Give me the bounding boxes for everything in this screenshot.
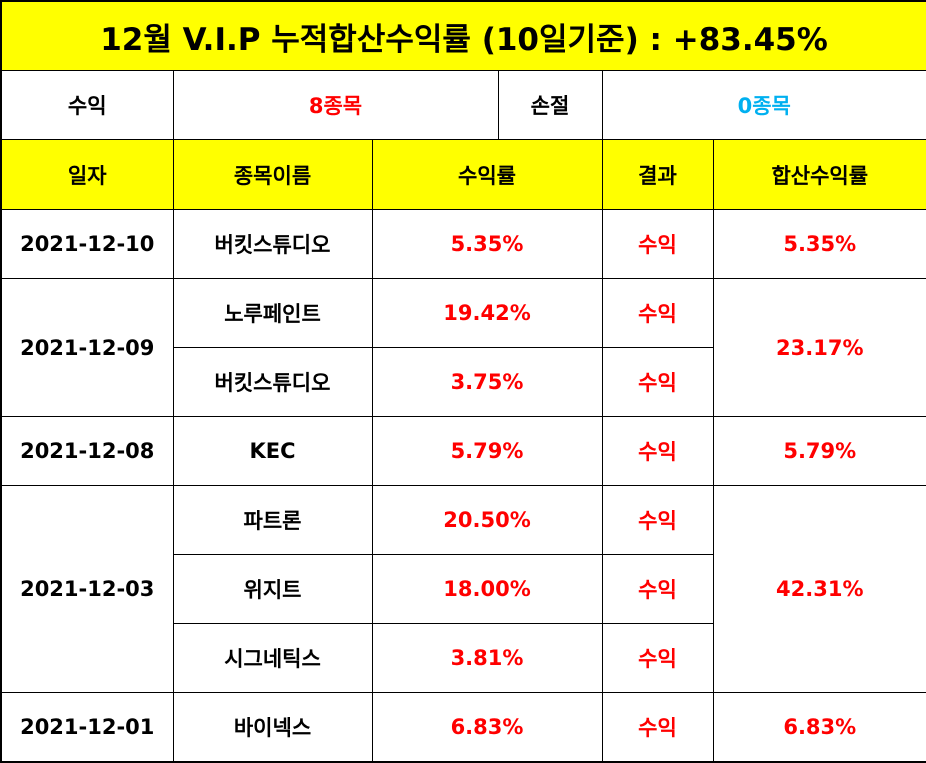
table-row: 시그네틱스 3.81% 수익 xyxy=(1,623,926,693)
result-badge: 수익 xyxy=(601,209,714,279)
group-total-return: 42.31% xyxy=(712,485,926,693)
stock-return: 3.75% xyxy=(371,347,603,417)
row-date: 2021-12-08 xyxy=(0,416,174,486)
stock-name: 파트론 xyxy=(172,485,373,555)
table-row: 2021-12-08 KEC 5.79% 수익 5.79% xyxy=(0,416,926,486)
result-badge: 수익 xyxy=(601,623,714,693)
stock-name: 시그네틱스 xyxy=(172,623,373,693)
row-date: 2021-12-01 xyxy=(0,692,174,763)
result-badge: 수익 xyxy=(601,692,714,763)
table-row: 2021-12-10 버킷스튜디오 5.35% 수익 5.35% xyxy=(0,209,926,279)
result-badge: 수익 xyxy=(601,554,714,624)
result-badge: 수익 xyxy=(601,485,714,555)
header-stock: 종목이름 xyxy=(172,139,373,210)
group-total-return: 23.17% xyxy=(712,278,926,417)
stock-name: 노루페인트 xyxy=(172,278,373,348)
table-row: 버킷스튜디오 3.75% 수익 xyxy=(1,347,926,417)
result-badge: 수익 xyxy=(601,278,714,348)
stock-return: 18.00% xyxy=(371,554,603,624)
stock-name: 버킷스튜디오 xyxy=(172,347,373,417)
header-row: 일자 종목이름 수익률 결과 합산수익률 xyxy=(0,139,926,210)
table-row: 위지트 18.00% 수익 xyxy=(1,554,926,624)
header-date: 일자 xyxy=(0,139,174,210)
header-result: 결과 xyxy=(601,139,714,210)
row-date: 2021-12-03 xyxy=(0,485,174,693)
stock-return: 5.79% xyxy=(371,416,603,486)
profit-count: 8종목 xyxy=(172,70,499,140)
header-total: 합산수익률 xyxy=(712,139,926,210)
stock-return: 5.35% xyxy=(371,209,603,279)
summary-row: 수익 8종목 손절 0종목 xyxy=(0,70,926,140)
table-row: 2021-12-09 노루페인트 19.42% 수익 23.17% xyxy=(0,278,926,417)
table-row: 2021-12-01 바이넥스 6.83% 수익 6.83% xyxy=(0,692,926,763)
loss-count: 0종목 xyxy=(601,70,926,140)
loss-label: 손절 xyxy=(497,70,603,140)
stock-name: 바이넥스 xyxy=(172,692,373,763)
stock-name: 위지트 xyxy=(172,554,373,624)
result-badge: 수익 xyxy=(601,347,714,417)
stock-return: 20.50% xyxy=(371,485,603,555)
stock-name: 버킷스튜디오 xyxy=(172,209,373,279)
header-return: 수익률 xyxy=(371,139,603,210)
stock-name: KEC xyxy=(172,416,373,486)
title-row: 12월 V.I.P 누적합산수익률 (10일기준) : +83.45% xyxy=(0,0,926,71)
table-row: 2021-12-03 파트론 20.50% 수익 42.31% xyxy=(0,485,926,693)
group-total-return: 5.35% xyxy=(712,209,926,279)
page-title: 12월 V.I.P 누적합산수익률 (10일기준) : +83.45% xyxy=(0,0,926,71)
stock-return: 19.42% xyxy=(371,278,603,348)
row-date: 2021-12-09 xyxy=(0,278,174,417)
group-total-return: 5.79% xyxy=(712,416,926,486)
stock-return: 3.81% xyxy=(371,623,603,693)
row-date: 2021-12-10 xyxy=(0,209,174,279)
result-badge: 수익 xyxy=(601,416,714,486)
profit-label: 수익 xyxy=(0,70,174,140)
stock-return: 6.83% xyxy=(371,692,603,763)
group-total-return: 6.83% xyxy=(712,692,926,763)
